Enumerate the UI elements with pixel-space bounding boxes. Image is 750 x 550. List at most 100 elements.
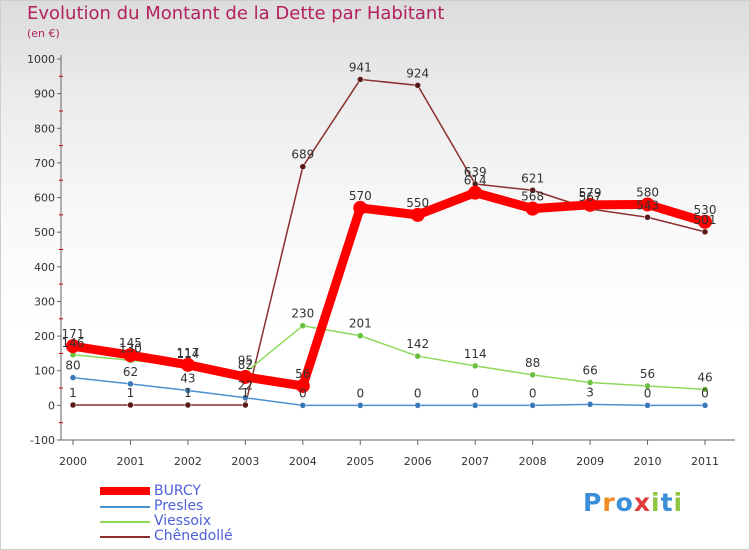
data-point-chnedoll bbox=[701, 228, 709, 236]
data-point-presles bbox=[184, 387, 192, 394]
data-label-presles: 0 bbox=[356, 386, 364, 400]
series-points bbox=[66, 76, 712, 409]
data-label-viessoix: 142 bbox=[406, 337, 429, 351]
x-tick-label: 2004 bbox=[289, 455, 317, 468]
data-point-presles bbox=[471, 402, 479, 409]
data-label-chnedoll: 941 bbox=[349, 60, 372, 74]
data-point-presles bbox=[414, 402, 421, 409]
data-label-burcy: 530 bbox=[694, 203, 717, 217]
chart-subtitle: (en €) bbox=[27, 27, 60, 40]
data-point-presles bbox=[701, 402, 709, 409]
data-label-burcy: 568 bbox=[521, 190, 544, 204]
legend-swatch-presles bbox=[100, 506, 150, 508]
data-point-burcy bbox=[123, 348, 138, 363]
data-point-burcy bbox=[410, 207, 425, 222]
data-label-burcy: 56 bbox=[295, 367, 310, 381]
data-label-burcy: 117 bbox=[176, 346, 199, 360]
data-label-burcy: 171 bbox=[62, 327, 85, 341]
y-tick-label: 300 bbox=[34, 295, 55, 308]
series-line-presles bbox=[72, 376, 705, 407]
data-point-presles bbox=[299, 402, 307, 409]
series-line-burcy bbox=[72, 188, 707, 391]
data-point-burcy bbox=[525, 201, 540, 216]
data-label-viessoix: 56 bbox=[640, 367, 655, 381]
data-label-viessoix: 201 bbox=[349, 317, 372, 331]
x-tick-label: 2000 bbox=[59, 455, 87, 468]
data-label-viessoix: 130 bbox=[119, 341, 142, 355]
y-tick-label: 800 bbox=[34, 122, 55, 135]
data-label-presles: 22 bbox=[238, 379, 253, 393]
y-tick-label: 700 bbox=[34, 157, 55, 170]
data-label-chnedoll: 1 bbox=[69, 386, 77, 400]
data-point-viessoix bbox=[471, 362, 479, 370]
data-point-chnedoll bbox=[357, 76, 364, 83]
data-label-presles: 0 bbox=[644, 386, 652, 400]
x-tick-label: 2007 bbox=[461, 455, 489, 468]
data-label-presles: 0 bbox=[471, 386, 479, 400]
x-tick-label: 2008 bbox=[519, 455, 547, 468]
data-point-viessoix bbox=[586, 379, 594, 386]
x-tick-label: 2006 bbox=[404, 455, 432, 468]
legend-label-viessoix: Viessoix bbox=[154, 513, 212, 529]
data-point-chnedoll bbox=[184, 401, 192, 409]
data-label-chnedoll: 1 bbox=[184, 386, 192, 400]
data-label-chnedoll: 567 bbox=[579, 190, 602, 204]
data-point-burcy bbox=[66, 339, 80, 354]
legend-label-chenedolle: Chênedollé bbox=[154, 528, 233, 544]
logo-letter: P bbox=[583, 488, 603, 517]
data-label-viessoix: 146 bbox=[62, 336, 85, 350]
data-label-burcy: 82 bbox=[238, 358, 253, 372]
data-point-viessoix bbox=[701, 386, 709, 393]
data-label-chnedoll: 1 bbox=[242, 386, 250, 400]
data-label-chnedoll: 501 bbox=[694, 213, 717, 227]
data-label-burcy: 579 bbox=[579, 186, 602, 200]
data-point-presles bbox=[644, 402, 651, 409]
data-label-presles: 3 bbox=[586, 385, 594, 399]
data-point-burcy bbox=[353, 200, 368, 215]
data-point-burcy bbox=[295, 378, 310, 393]
y-tick-label: 400 bbox=[34, 261, 55, 274]
y-tick-label: 600 bbox=[34, 192, 55, 205]
y-tick-label: 200 bbox=[34, 330, 55, 343]
data-point-viessoix bbox=[357, 332, 364, 339]
data-label-viessoix: 46 bbox=[697, 370, 712, 384]
data-label-burcy: 614 bbox=[464, 174, 487, 188]
data-label-presles: 0 bbox=[414, 386, 422, 400]
data-point-viessoix bbox=[644, 382, 651, 390]
x-tick-label: 2001 bbox=[116, 455, 144, 468]
data-point-burcy bbox=[180, 357, 195, 372]
legend-item-presles: Presles bbox=[100, 498, 300, 514]
x-tick-label: 2003 bbox=[231, 455, 259, 468]
data-label-viessoix: 230 bbox=[291, 307, 314, 321]
data-point-presles bbox=[586, 401, 594, 408]
data-label-viessoix: 88 bbox=[525, 356, 540, 370]
data-label-burcy: 580 bbox=[636, 185, 659, 199]
data-label-presles: 0 bbox=[299, 386, 307, 400]
data-point-presles bbox=[357, 402, 364, 409]
logo-letter: r bbox=[602, 488, 616, 517]
logo-letter: i bbox=[651, 488, 661, 517]
data-label-chnedoll: 639 bbox=[464, 165, 487, 179]
data-label-presles: 62 bbox=[123, 365, 138, 379]
legend-item-burcy: BURCY bbox=[100, 483, 300, 499]
data-point-presles bbox=[69, 374, 77, 381]
data-label-viessoix: 114 bbox=[464, 347, 487, 361]
logo-letter: x bbox=[633, 488, 651, 517]
logo-letter: o bbox=[615, 488, 634, 517]
legend-item-viessoix: Viessoix bbox=[100, 513, 300, 529]
legend-swatch-chenedolle bbox=[100, 536, 150, 538]
data-point-burcy bbox=[698, 214, 712, 229]
data-label-burcy: 145 bbox=[119, 336, 142, 350]
data-point-chnedoll bbox=[127, 401, 134, 409]
data-point-chnedoll bbox=[644, 214, 651, 221]
chart-title: Evolution du Montant de la Dette par Hab… bbox=[27, 3, 445, 24]
legend-item-chenedolle: Chênedollé bbox=[100, 528, 300, 544]
data-label-burcy: 570 bbox=[349, 189, 372, 203]
series-lines bbox=[72, 78, 707, 407]
series-line-chnedoll bbox=[73, 78, 706, 406]
y-tick-label: 1000 bbox=[27, 53, 55, 66]
value-labels: 171 145 117 82 56 570 550 614 568 579 580 530 80 62 43… bbox=[62, 60, 717, 400]
data-point-burcy bbox=[468, 185, 483, 200]
y-tick-label: 100 bbox=[34, 365, 55, 378]
data-point-viessoix bbox=[299, 322, 307, 329]
